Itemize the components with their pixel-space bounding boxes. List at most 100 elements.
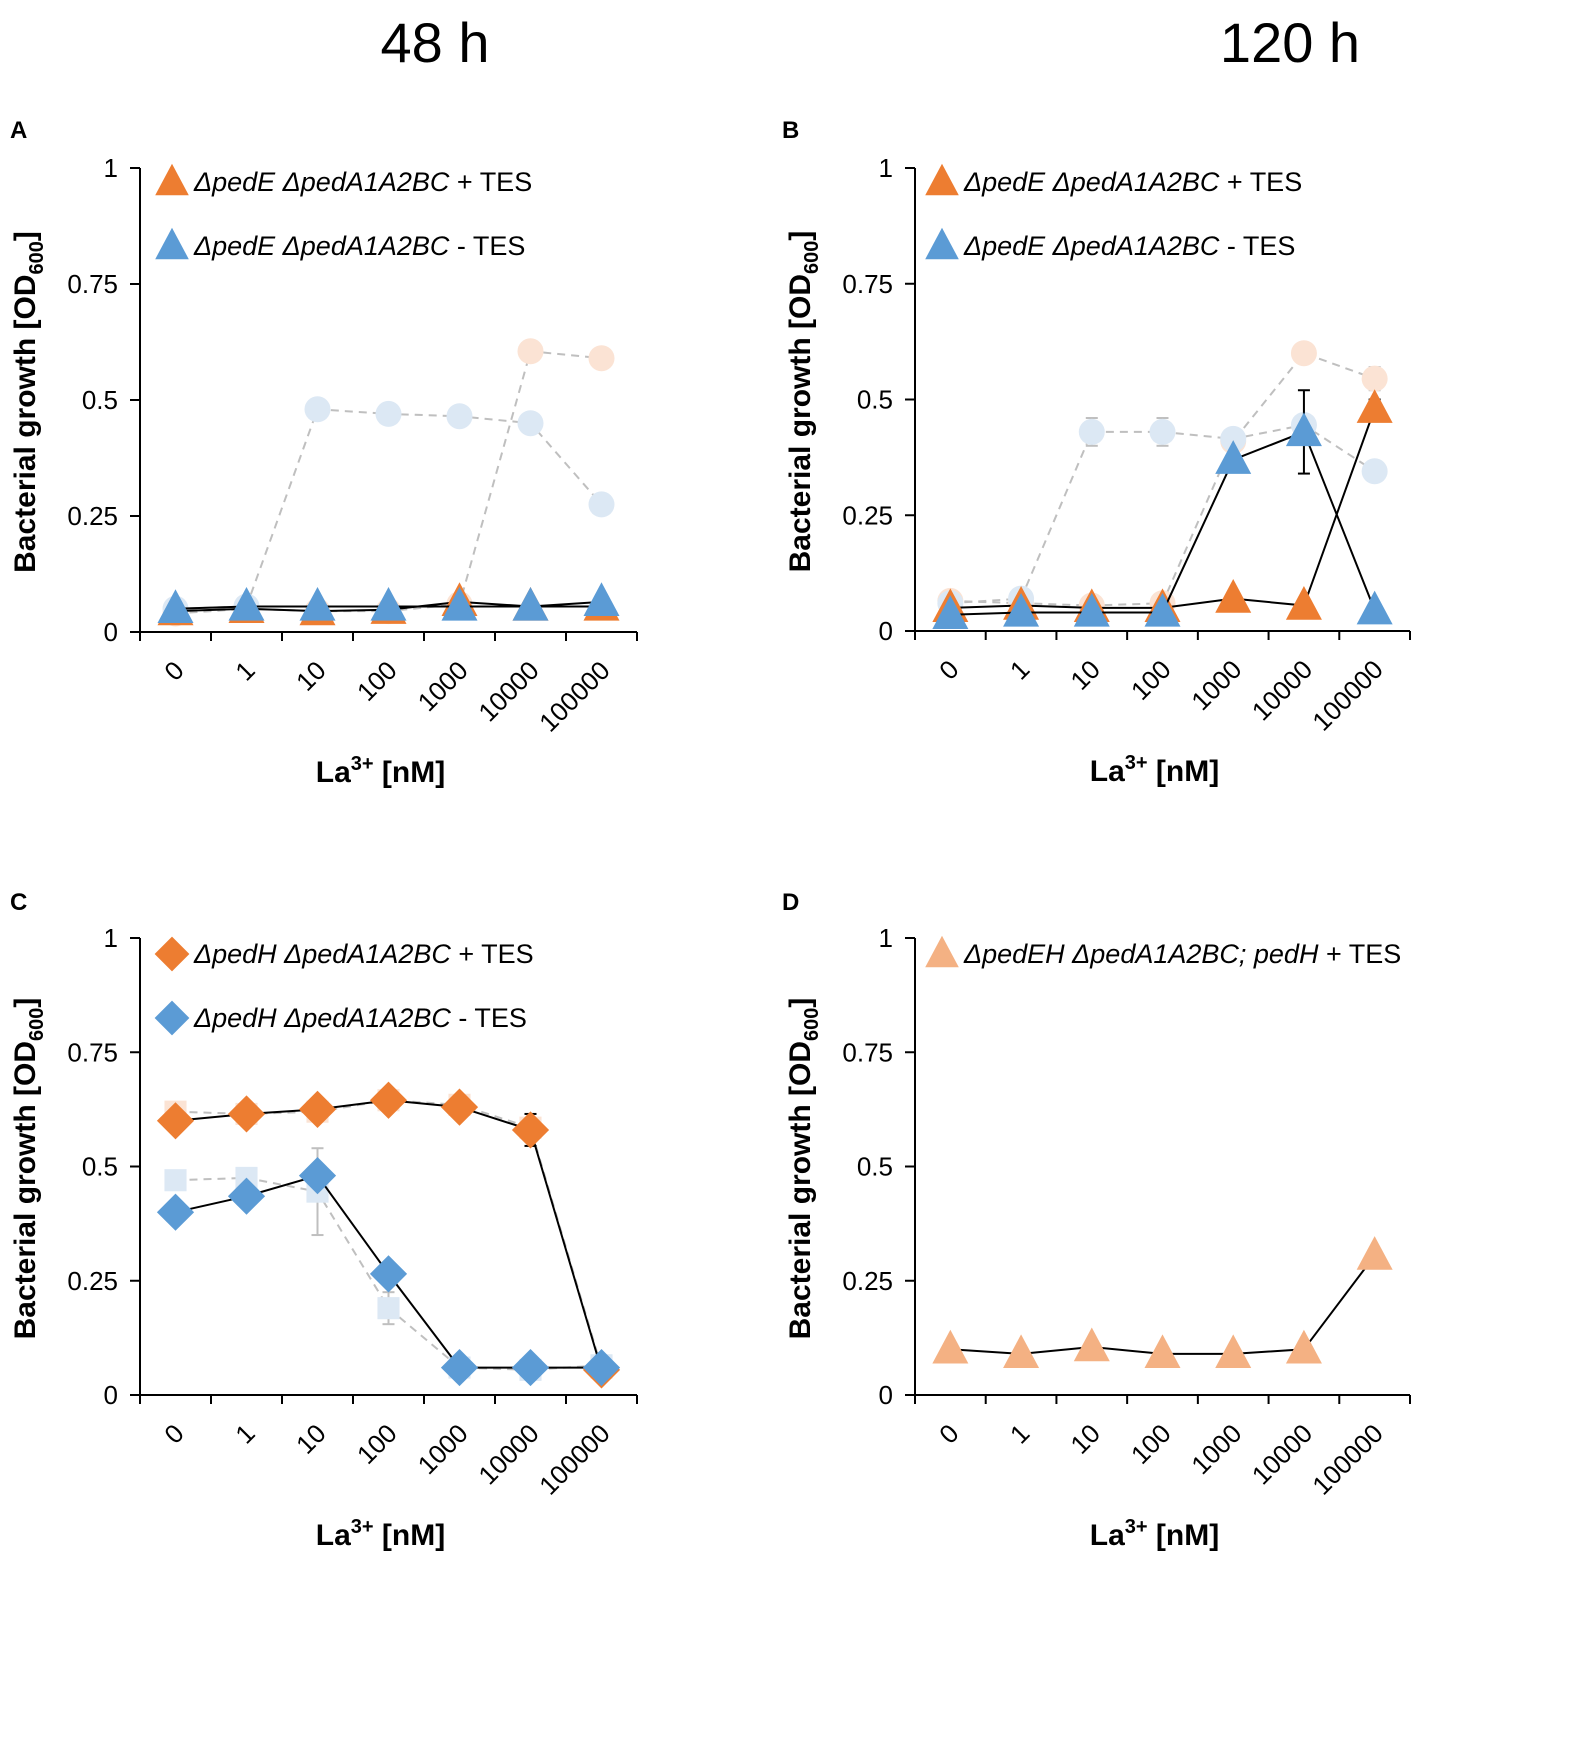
x-axis-title-unit: [nM]: [1148, 1519, 1220, 1552]
x-axis-title: La3+ [nM]: [316, 1516, 445, 1552]
y-tick-label: 0.25: [842, 1266, 893, 1296]
legend-label-part: - TES: [451, 1003, 527, 1033]
legend-label-part: - TES: [449, 231, 525, 261]
legend-label: ΔpedH ΔpedA1A2BC - TES: [193, 1003, 527, 1033]
reference-point: [517, 338, 544, 365]
legend-label: ΔpedE ΔpedA1A2BC + TES: [193, 167, 532, 197]
y-axis-title-bracket: ]: [784, 998, 817, 1008]
y-axis-title-subscript: 600: [801, 1008, 823, 1041]
legend-marker: [925, 935, 959, 968]
reference-point: [517, 410, 544, 437]
data-point: [1285, 586, 1322, 620]
legend-marker: [925, 163, 959, 196]
panel-label: C: [10, 889, 27, 916]
data-point: [227, 1177, 266, 1215]
reference-line: [175, 350, 602, 615]
y-tick-label: 0.75: [842, 1037, 893, 1067]
reference-series: [162, 338, 615, 627]
reference-point: [377, 1297, 400, 1320]
reference-line: [950, 352, 1375, 607]
x-axis-title-text: La: [1090, 1519, 1125, 1552]
y-axis-title-bracket: ]: [784, 231, 817, 241]
y-tick-label: 0.5: [857, 1152, 893, 1182]
x-tick-label: 1000: [1185, 1418, 1247, 1480]
data-point: [511, 1111, 550, 1149]
x-axis-title-superscript: 3+: [1125, 1516, 1148, 1538]
x-axis-title-text: La: [316, 1519, 351, 1552]
legend-label-part: ΔpedE ΔpedA1A2BC: [963, 167, 1220, 197]
legend-label: ΔpedE ΔpedA1A2BC - TES: [193, 231, 525, 261]
data-point: [228, 586, 265, 621]
legend-entry: ΔpedEH ΔpedA1A2BC; pedH + TES: [925, 935, 1401, 969]
legend-label: ΔpedE ΔpedA1A2BC + TES: [963, 167, 1302, 197]
x-tick-label: 100: [1125, 1418, 1177, 1470]
x-tick-label: 100000: [533, 1418, 616, 1501]
legend-marker: [925, 227, 959, 260]
legend-entry: ΔpedE ΔpedA1A2BC + TES: [925, 163, 1302, 197]
y-axis-title-subscript: 600: [801, 241, 823, 274]
data-point: [1073, 592, 1110, 627]
y-tick-label: 0.75: [842, 269, 893, 299]
x-axis-title-superscript: 3+: [351, 1516, 374, 1538]
x-tick-label: 100000: [533, 655, 616, 738]
y-axis-title-text: Bacterial growth [OD: [784, 1041, 817, 1339]
y-axis-title: Bacterial growth [OD600]: [784, 998, 823, 1340]
data-series: [156, 1081, 621, 1389]
y-axis-title: Bacterial growth [OD600]: [784, 231, 823, 573]
data-series: [156, 1157, 621, 1387]
y-tick-label: 1: [879, 153, 893, 183]
legend-marker: [154, 936, 190, 972]
x-tick-label: 1: [229, 1418, 260, 1449]
data-point: [1073, 1327, 1110, 1362]
x-axis-title: La3+ [nM]: [1090, 1516, 1219, 1552]
data-point: [441, 586, 478, 621]
legend-label: ΔpedE ΔpedA1A2BC - TES: [963, 231, 1295, 261]
x-tick-label: 1000: [412, 1418, 474, 1480]
data-point: [512, 586, 549, 621]
legend-label-part: + TES: [1318, 939, 1401, 969]
legend-label-part: - TES: [1219, 231, 1295, 261]
x-tick-label: 1000: [412, 655, 474, 717]
y-axis-title-bracket: ]: [9, 231, 42, 241]
x-axis-title: La3+ [nM]: [316, 753, 445, 789]
y-tick-label: 0: [104, 1380, 118, 1410]
y-axis-title: Bacterial growth [OD600]: [9, 998, 48, 1340]
reference-point: [446, 403, 473, 430]
y-axis-title: Bacterial growth [OD600]: [9, 231, 48, 573]
y-tick-label: 1: [104, 923, 118, 953]
x-tick-label: 100: [351, 655, 403, 707]
data-point: [298, 1090, 337, 1128]
data-series: [157, 582, 620, 623]
data-point: [227, 1095, 266, 1133]
legend-label-part: + TES: [451, 939, 534, 969]
panel-label: A: [10, 117, 27, 144]
reference-series: [937, 340, 1388, 619]
data-point: [440, 1348, 479, 1387]
reference-point: [1078, 418, 1105, 445]
reference-point: [588, 491, 615, 518]
y-axis-title-text: Bacterial growth [OD: [784, 274, 817, 572]
reference-point: [1149, 418, 1176, 445]
x-tick-label: 100: [1125, 654, 1177, 706]
data-point: [369, 1255, 408, 1293]
reference-point: [304, 396, 331, 423]
panel-label: B: [782, 117, 799, 144]
x-tick-label: 10: [290, 1418, 332, 1460]
legend-marker: [155, 163, 189, 196]
data-point: [299, 586, 336, 621]
data-point: [511, 1348, 550, 1387]
reference-point: [1220, 425, 1247, 452]
x-tick-label: 100: [351, 1418, 403, 1470]
legend-label-part: ΔpedE ΔpedA1A2BC: [193, 231, 450, 261]
data-point: [1144, 1334, 1181, 1369]
reference-point: [1361, 458, 1388, 485]
x-axis-title-unit: [nM]: [374, 756, 446, 789]
data-point: [1215, 1334, 1252, 1369]
data-point: [1144, 592, 1181, 627]
reference-point: [164, 1169, 187, 1192]
x-axis-title-text: La: [316, 756, 351, 789]
